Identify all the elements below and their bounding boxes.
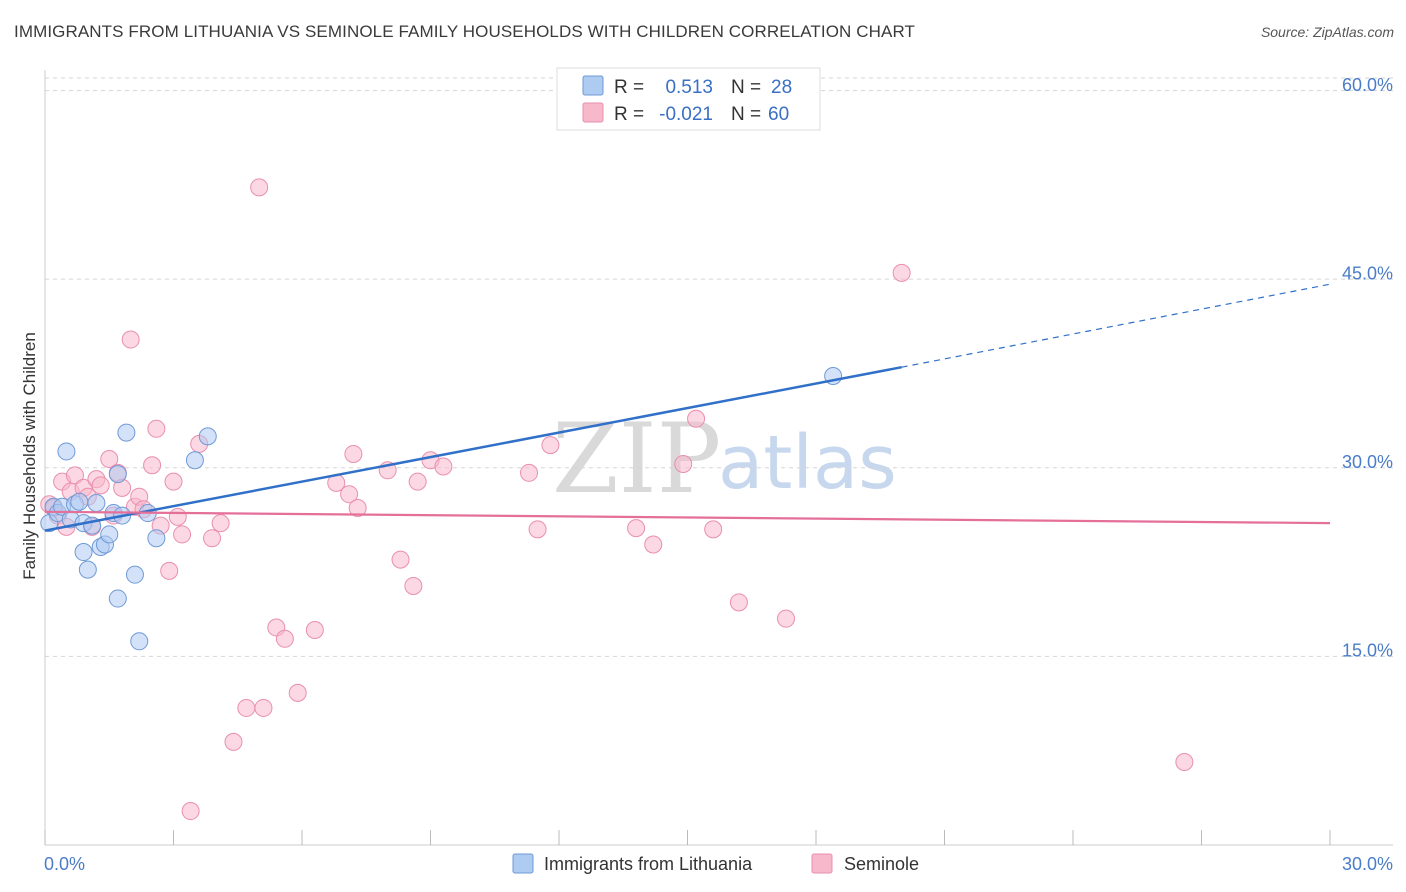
source-label: Source: ZipAtlas.com — [1260, 24, 1394, 40]
bottom-legend-swatch-seminole — [811, 853, 833, 874]
seminole-points — [40, 178, 1194, 821]
seminole-point — [168, 507, 187, 526]
y-tick-label: 30.0% — [1342, 452, 1393, 472]
seminole-point — [391, 550, 410, 569]
legend-swatch-seminole — [582, 102, 604, 123]
x-tick-label-max: 30.0% — [1342, 854, 1393, 874]
y-axis-label: Family Households with Children — [20, 332, 39, 580]
seminole-point — [348, 499, 367, 518]
seminole-point — [65, 466, 84, 485]
y-tick-label: 45.0% — [1342, 263, 1393, 283]
legend-r-label-lithuania: R = — [614, 77, 644, 98]
seminole-point — [147, 419, 166, 438]
bottom-legend-label-seminole: Seminole — [844, 854, 919, 874]
lithuania-trend-extension — [901, 283, 1331, 368]
seminole-point — [121, 330, 140, 349]
seminole-point — [237, 698, 256, 717]
seminole-point — [687, 409, 706, 428]
gridlines — [45, 77, 1393, 657]
series-legend: Immigrants from Lithuania Seminole — [512, 853, 919, 874]
lithuania-point — [185, 451, 204, 470]
legend-n-label-lithuania: N = — [731, 77, 761, 98]
correlation-legend: R = 0.513 N = 28 R = -0.021 N = 60 — [556, 67, 821, 131]
seminole-point — [340, 485, 359, 504]
lithuania-point — [108, 589, 127, 608]
seminole-point — [1175, 753, 1194, 772]
seminole-point — [143, 456, 162, 475]
lithuania-point — [57, 442, 76, 461]
seminole-point — [520, 463, 539, 482]
seminole-point — [434, 457, 453, 476]
seminole-point — [91, 476, 110, 495]
seminole-trend-line — [44, 510, 1331, 525]
seminole-point — [674, 455, 693, 474]
seminole-point — [250, 178, 269, 197]
lithuania-point — [87, 493, 106, 512]
seminole-point — [541, 436, 560, 455]
seminole-point — [404, 576, 423, 595]
lithuania-point — [74, 543, 93, 562]
seminole-point — [173, 525, 192, 544]
y-tick-labels: 15.0% 30.0% 45.0% 60.0% — [1342, 75, 1393, 661]
bottom-legend-swatch-lithuania — [512, 853, 534, 874]
legend-r-label-seminole: R = — [614, 104, 644, 125]
seminole-point — [729, 593, 748, 612]
watermark-atlas: atlas — [718, 420, 897, 506]
seminole-point — [288, 683, 307, 702]
trend-lines — [44, 283, 1331, 532]
seminole-point — [181, 802, 200, 821]
lithuania-point — [100, 525, 119, 544]
seminole-point — [627, 519, 646, 538]
lithuania-point — [198, 427, 217, 446]
seminole-point — [892, 263, 911, 282]
lithuania-point — [130, 632, 149, 651]
seminole-point — [164, 472, 183, 491]
seminole-point — [528, 520, 547, 539]
x-axis-ticks — [44, 830, 1331, 845]
chart-title: IMMIGRANTS FROM LITHUANIA VS SEMINOLE FA… — [14, 22, 915, 41]
seminole-point — [344, 444, 363, 463]
seminole-point — [305, 620, 324, 639]
legend-r-value-lithuania: 0.513 — [665, 77, 713, 98]
legend-swatch-lithuania — [582, 75, 604, 96]
lithuania-point — [125, 565, 144, 584]
legend-n-value-seminole: 60 — [768, 104, 789, 125]
legend-n-label-seminole: N = — [731, 104, 761, 125]
seminole-point — [275, 629, 294, 648]
seminole-point — [777, 609, 796, 628]
y-tick-label: 60.0% — [1342, 75, 1393, 95]
legend-n-value-lithuania: 28 — [771, 77, 792, 98]
lithuania-points — [40, 366, 843, 651]
seminole-point — [704, 520, 723, 539]
y-tick-label: 15.0% — [1342, 641, 1393, 661]
seminole-point — [100, 449, 119, 468]
lithuania-point — [117, 423, 136, 442]
seminole-point — [203, 529, 222, 548]
lithuania-point — [147, 529, 166, 548]
lithuania-trend-line — [44, 365, 902, 532]
seminole-point — [408, 472, 427, 491]
seminole-point — [254, 698, 273, 717]
x-tick-label-min: 0.0% — [44, 854, 85, 874]
lithuania-point — [108, 465, 127, 484]
lithuania-point — [78, 560, 97, 579]
legend-r-value-seminole: -0.021 — [659, 104, 713, 125]
bottom-legend-label-lithuania: Immigrants from Lithuania — [544, 854, 753, 874]
seminole-point — [211, 514, 230, 533]
seminole-point — [160, 561, 179, 580]
seminole-point — [644, 535, 663, 554]
lithuania-point — [70, 492, 89, 511]
seminole-point — [224, 732, 243, 751]
